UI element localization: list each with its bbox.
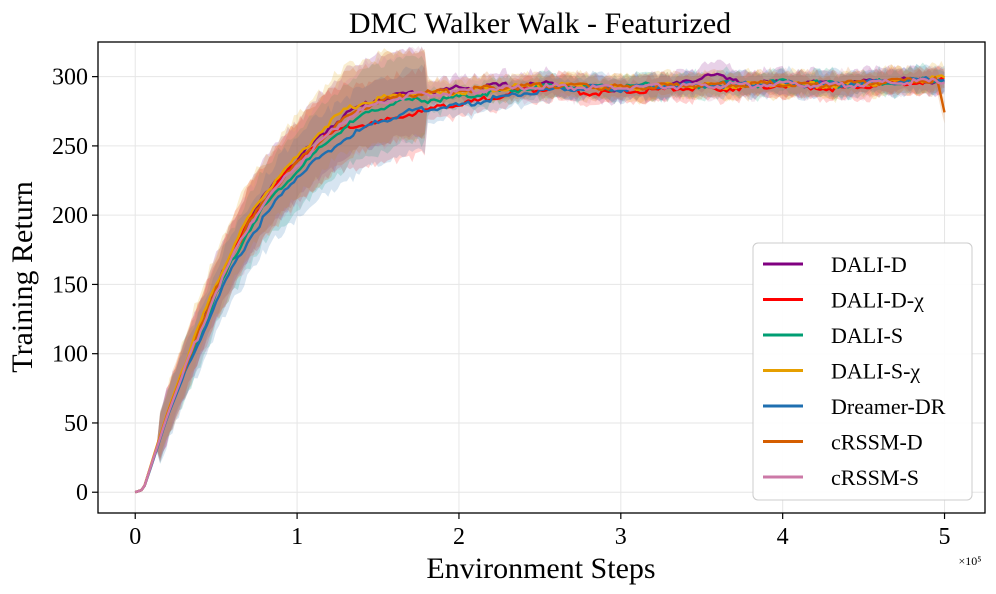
- band-0: [135, 46, 945, 493]
- band-6: [135, 46, 945, 493]
- y-tick-label-6: 300: [52, 65, 88, 91]
- chart-title: DMC Walker Walk - Featurized: [349, 7, 731, 40]
- band-2: [135, 55, 945, 493]
- x-tick-label-0: 0: [129, 524, 141, 550]
- plot-frame: [97, 41, 986, 514]
- legend-box: [752, 242, 973, 501]
- y-tick-label-1: 50: [64, 411, 88, 437]
- x-tick-label-5: 5: [939, 524, 951, 550]
- band-3: [135, 47, 945, 493]
- y-tick-label-3: 150: [52, 272, 88, 298]
- band-4: [135, 63, 945, 493]
- series-line-6: [134, 77, 945, 494]
- legend-label-1: DALI-D-χ: [831, 288, 924, 313]
- x-tick-label-2: 2: [453, 524, 465, 550]
- series-lines: [134, 72, 946, 494]
- x-tick-label-3: 3: [615, 524, 627, 550]
- legend-label-2: DALI-S: [831, 323, 903, 348]
- band-5: [135, 49, 945, 493]
- y-tick-label-5: 250: [52, 134, 88, 160]
- legend-label-3: DALI-S-χ: [831, 359, 920, 384]
- legend-label-6: cRSSM-S: [831, 465, 919, 490]
- variance-bands: [135, 46, 945, 493]
- y-tick-label-2: 100: [52, 342, 88, 368]
- legend-label-5: cRSSM-D: [831, 430, 923, 455]
- y-tick-label-0: 0: [76, 480, 88, 506]
- x-tick-label-1: 1: [291, 524, 303, 550]
- y-axis-label: Training Return: [6, 181, 39, 372]
- x-axis-multiplier: ×10⁵: [959, 554, 982, 568]
- x-tick-label-4: 4: [777, 524, 789, 550]
- legend: DALI-D DALI-D-χ DALI-S DALI-S-χ Dreamer-DR cR…: [752, 242, 973, 501]
- legend-label-0: DALI-D: [831, 252, 907, 277]
- y-tick-label-4: 200: [52, 203, 88, 229]
- x-axis-label: Environment Steps: [426, 552, 655, 585]
- legend-label-4: Dreamer-DR: [831, 394, 946, 419]
